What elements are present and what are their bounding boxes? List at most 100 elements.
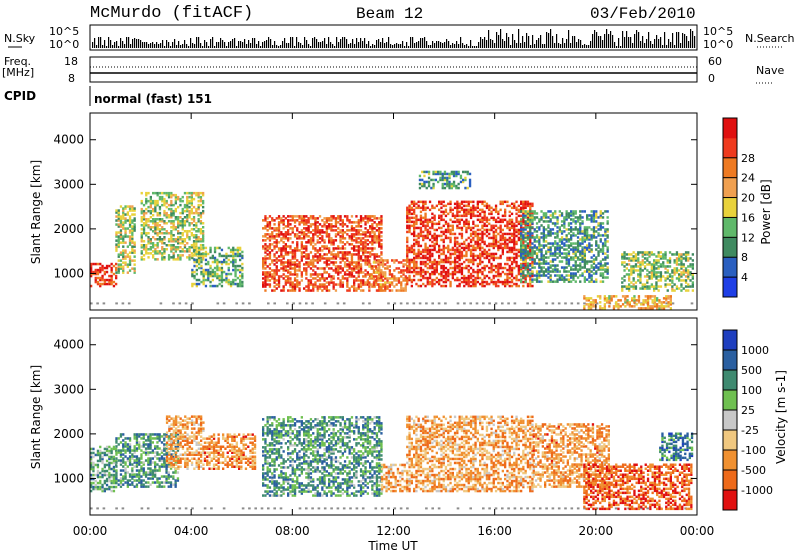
echo-cell — [310, 215, 312, 218]
echo-cell — [166, 200, 168, 203]
echo-cell — [447, 223, 449, 226]
echo-cell — [554, 240, 556, 243]
echo-cell — [413, 221, 415, 224]
echo-cell — [460, 175, 462, 178]
echo-cell — [509, 281, 511, 284]
echo-cell — [595, 220, 597, 223]
echo-cell — [522, 228, 524, 231]
echo-cell — [200, 192, 202, 195]
echo-cell — [468, 237, 470, 240]
echo-cell — [205, 269, 207, 272]
echo-cell — [384, 281, 386, 284]
echo-cell — [152, 208, 154, 211]
echo-cell — [337, 283, 339, 286]
echo-cell — [408, 259, 410, 262]
echo-cell — [202, 192, 204, 195]
echo-cell — [310, 223, 312, 226]
echo-cell — [529, 249, 531, 252]
echo-cell — [360, 289, 362, 292]
echo-cell — [418, 285, 420, 288]
echo-cell — [152, 230, 154, 233]
echo-cell — [188, 210, 190, 213]
nsky-bar — [668, 39, 669, 48]
echo-cell — [554, 222, 556, 225]
echo-cell — [472, 279, 474, 282]
echo-cell — [540, 280, 542, 283]
echo-cell — [287, 245, 289, 248]
echo-cell — [556, 230, 558, 233]
echo-cell — [435, 179, 437, 182]
echo-cell — [479, 233, 481, 236]
echo-cell — [600, 280, 602, 283]
echo-cell — [559, 226, 561, 229]
echo-cell — [563, 256, 565, 259]
nsky-bar — [476, 46, 477, 48]
echo-cell — [584, 270, 586, 273]
nsky-bar — [226, 46, 227, 48]
echo-cell — [479, 229, 481, 232]
echo-cell — [296, 215, 298, 218]
nsky-bar — [588, 45, 589, 48]
nsky-bar — [100, 37, 101, 48]
nsky-bar — [126, 37, 127, 48]
nsky-bar — [346, 39, 347, 48]
echo-cell — [179, 212, 181, 215]
echo-cell — [200, 212, 202, 215]
echo-cell — [369, 215, 371, 218]
echo-cell — [377, 259, 379, 262]
echo-cell — [602, 212, 604, 215]
echo-cell — [353, 227, 355, 230]
echo-cell — [431, 205, 433, 208]
echo-cell — [328, 281, 330, 284]
nsky-tick-top: 10^5 — [49, 25, 79, 38]
echo-cell — [408, 275, 410, 278]
echo-cell — [593, 254, 595, 256]
echo-cell — [298, 287, 300, 290]
echo-cell — [633, 277, 635, 280]
echo-cell — [234, 279, 236, 282]
echo-cell — [216, 247, 218, 250]
echo-cell — [600, 210, 602, 213]
nsky-bar — [326, 44, 327, 48]
echo-cell — [367, 251, 369, 254]
nsky-bar — [92, 42, 93, 48]
echo-cell — [278, 241, 280, 244]
echo-cell — [406, 225, 408, 228]
echo-cell — [477, 215, 479, 218]
echo-cell — [152, 200, 154, 203]
echo-cell — [168, 192, 170, 195]
echo-cell — [429, 201, 431, 204]
echo-cell — [465, 239, 467, 242]
echo-cell — [264, 215, 266, 218]
echo-cell — [342, 267, 344, 270]
echo-cell — [518, 237, 520, 240]
echo-cell — [186, 242, 188, 245]
echo-cell — [451, 171, 453, 174]
ground-scatter-cell — [672, 302, 675, 304]
ground-scatter-cell — [444, 302, 447, 304]
echo-cell — [520, 215, 522, 218]
echo-cell — [490, 217, 492, 220]
echo-cell — [382, 271, 384, 274]
echo-cell — [239, 275, 241, 278]
echo-cell — [623, 285, 625, 288]
nsky-bar — [498, 35, 499, 48]
nsky-bar — [354, 44, 355, 48]
echo-cell — [344, 251, 346, 254]
echo-cell — [545, 274, 547, 277]
echo-cell — [157, 238, 159, 241]
echo-cell — [122, 245, 124, 248]
echo-cell — [124, 255, 126, 258]
echo-cell — [145, 232, 147, 235]
echo-cell — [179, 242, 181, 245]
echo-cell — [538, 226, 540, 229]
echo-cell — [271, 289, 273, 292]
echo-cell — [418, 267, 420, 270]
ground-scatter-cell — [223, 302, 226, 304]
nsky-bar — [436, 41, 437, 48]
echo-cell — [342, 275, 344, 278]
nsky-bar — [566, 39, 567, 48]
nsky-bar — [434, 43, 435, 48]
echo-cell — [97, 263, 99, 266]
echo-cell — [362, 279, 364, 282]
